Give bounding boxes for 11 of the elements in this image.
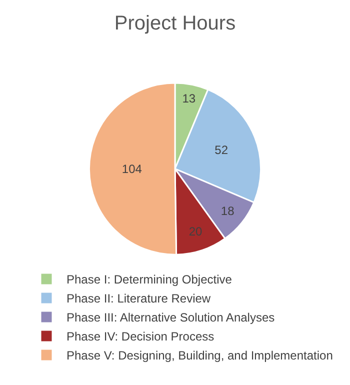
data-label: 18 xyxy=(220,204,235,218)
data-label: 20 xyxy=(188,224,203,239)
legend-label: Phase IV: Decision Process xyxy=(66,330,214,344)
legend-label: Phase V: Designing, Building, and Implementation xyxy=(66,348,333,363)
data-label: 13 xyxy=(182,91,196,106)
data-label: 104 xyxy=(122,162,142,176)
data-label: 52 xyxy=(214,142,228,157)
legend-label: Phase III: Alternative Solution Analyses xyxy=(66,310,275,325)
legend-label: Phase II: Literature Review xyxy=(66,292,211,306)
legend-label: Phase I: Determining Objective xyxy=(66,272,232,287)
chart-title: Project Hours xyxy=(114,12,236,34)
